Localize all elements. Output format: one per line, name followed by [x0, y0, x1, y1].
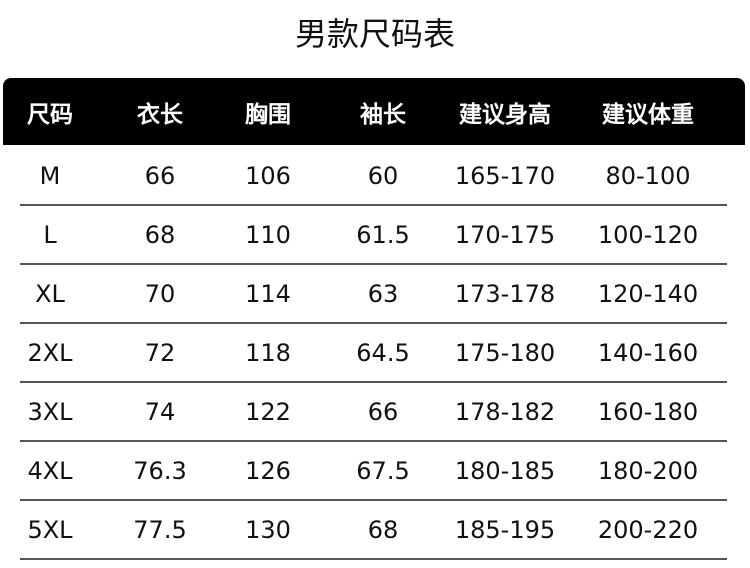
row-divider [20, 558, 727, 560]
cell-length: 70 [144, 279, 176, 308]
cell-height: 175-180 [454, 338, 556, 367]
cell-chest: 130 [245, 515, 291, 544]
row-divider [20, 381, 727, 383]
cell-height: 165-170 [454, 161, 556, 190]
cell-sleeve: 63 [367, 279, 399, 308]
cell-size: 4XL [27, 456, 73, 485]
cell-chest: 114 [245, 279, 291, 308]
row-divider [20, 440, 727, 442]
cell-weight: 80-100 [605, 161, 691, 190]
cell-length: 72 [144, 338, 176, 367]
cell-size: 2XL [27, 338, 73, 367]
cell-chest: 126 [245, 456, 291, 485]
table-row: L 68 110 61.5 170-175 100-120 [0, 205, 750, 264]
cell-chest: 106 [245, 161, 291, 190]
row-divider [20, 263, 727, 265]
cell-sleeve: 67.5 [356, 456, 410, 485]
cell-size: L [43, 220, 57, 249]
cell-weight: 180-200 [597, 456, 699, 485]
cell-weight: 140-160 [597, 338, 699, 367]
cell-sleeve: 68 [367, 515, 399, 544]
cell-sleeve: 61.5 [356, 220, 410, 249]
cell-height: 180-185 [454, 456, 556, 485]
cell-length: 77.5 [133, 515, 187, 544]
cell-sleeve: 64.5 [356, 338, 410, 367]
row-divider [20, 322, 727, 324]
cell-weight: 120-140 [597, 279, 699, 308]
page-title: 男款尺码表 [294, 15, 455, 53]
cell-chest: 122 [245, 397, 291, 426]
row-divider [20, 204, 727, 206]
cell-size: 3XL [27, 397, 73, 426]
cell-chest: 110 [245, 220, 291, 249]
cell-sleeve: 66 [367, 397, 399, 426]
table-row: M 66 106 60 165-170 80-100 [0, 146, 750, 205]
table-header: 尺码 衣长 胸围 袖长 建议身高 建议体重 [3, 78, 745, 145]
table-row: 2XL 72 118 64.5 175-180 140-160 [0, 323, 750, 382]
cell-weight: 200-220 [597, 515, 699, 544]
cell-weight: 100-120 [597, 220, 699, 249]
row-divider [20, 499, 727, 501]
header-sleeve: 袖长 [360, 101, 406, 128]
cell-length: 74 [144, 397, 176, 426]
table-row: 3XL 74 122 66 178-182 160-180 [0, 382, 750, 441]
cell-length: 66 [144, 161, 176, 190]
cell-height: 170-175 [454, 220, 556, 249]
header-size: 尺码 [27, 101, 73, 128]
cell-height: 173-178 [454, 279, 556, 308]
header-height: 建议身高 [459, 101, 551, 128]
cell-size: 5XL [27, 515, 73, 544]
cell-weight: 160-180 [597, 397, 699, 426]
cell-height: 178-182 [454, 397, 556, 426]
table-row: 4XL 76.3 126 67.5 180-185 180-200 [0, 441, 750, 500]
header-chest: 胸围 [245, 101, 291, 128]
cell-size: M [39, 161, 61, 190]
cell-sleeve: 60 [367, 161, 399, 190]
table-row: 5XL 77.5 130 68 185-195 200-220 [0, 500, 750, 559]
cell-size: XL [35, 279, 65, 308]
table-row: XL 70 114 63 173-178 120-140 [0, 264, 750, 323]
cell-height: 185-195 [454, 515, 556, 544]
cell-length: 76.3 [133, 456, 187, 485]
header-length: 衣长 [137, 101, 183, 128]
cell-chest: 118 [245, 338, 291, 367]
header-weight: 建议体重 [602, 101, 694, 128]
cell-length: 68 [144, 220, 176, 249]
